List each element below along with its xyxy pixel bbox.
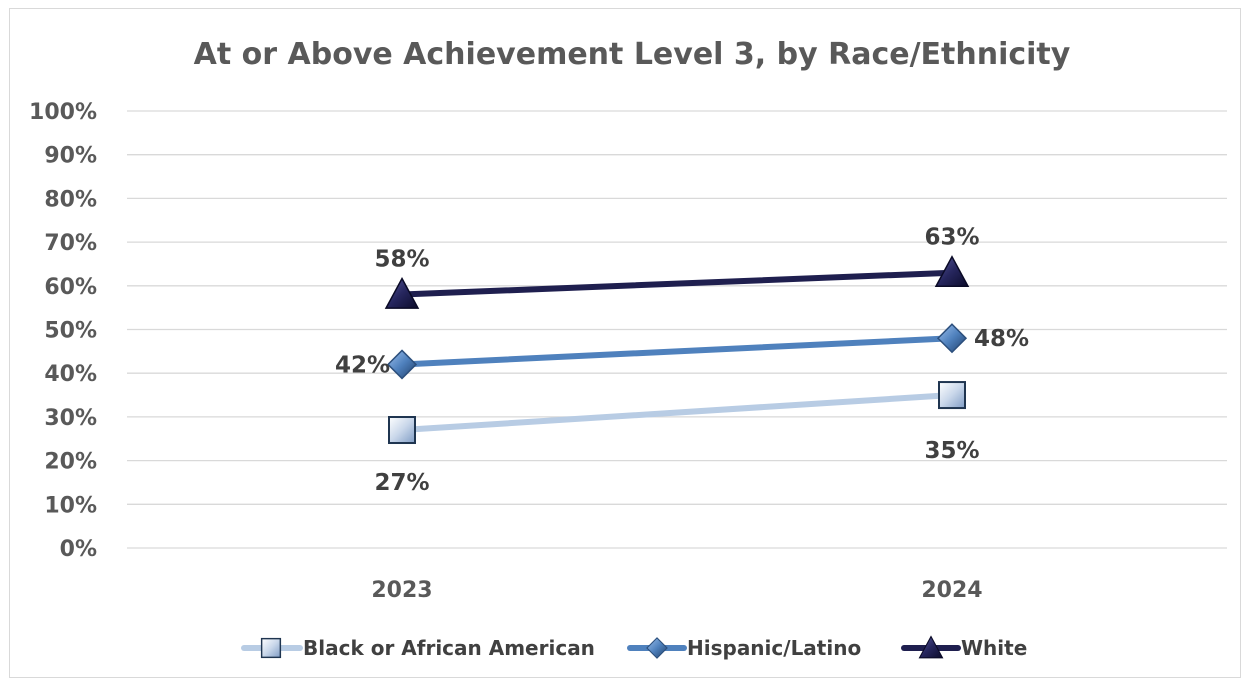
data-label-white: 58%: [374, 247, 429, 273]
y-tick-label: 20%: [44, 450, 97, 475]
y-tick-label: 60%: [44, 275, 97, 300]
series-line-hispanic-latino: [399, 335, 955, 368]
x-axis-ticks: 2023 2024: [371, 578, 982, 603]
data-label-white: 63%: [924, 225, 979, 251]
legend-item-white: White: [901, 635, 1027, 660]
y-tick-label: 80%: [44, 187, 97, 212]
y-tick-label: 10%: [44, 493, 97, 518]
chart-frame: [9, 8, 1241, 678]
y-tick-label: 0%: [60, 537, 97, 562]
legend-item-black-or-african-american: Black or African American: [241, 636, 595, 660]
legend: Black or African American Hispanic/Latino…: [241, 635, 1027, 660]
data-point-hispanic-latino: [936, 323, 968, 354]
y-axis-ticks: 0% 10% 20% 30% 40% 50% 60% 70% 80% 90% 100%: [29, 100, 97, 562]
y-tick-label: 90%: [44, 144, 97, 169]
x-tick-label: 2024: [921, 578, 982, 603]
data-point-white: [384, 276, 420, 309]
data-point-black-or-african-american: [938, 381, 966, 410]
y-tick-label: 40%: [44, 362, 97, 387]
series-markers: [384, 255, 970, 445]
series-line-black-or-african-american: [399, 392, 955, 434]
y-tick-label: 100%: [29, 100, 97, 125]
legend-marker-black-or-african-american: [260, 637, 282, 659]
chart-title: At or Above Achievement Level 3, by Race…: [194, 37, 1071, 72]
data-labels: 27% 35% 42% 48% 58% 63%: [335, 225, 1029, 496]
x-tick-label: 2023: [371, 578, 432, 603]
data-label-black-or-african-american: 27%: [374, 470, 429, 496]
data-point-white: [934, 255, 970, 288]
y-tick-label: 50%: [44, 319, 97, 344]
data-label-hispanic-latino: 42%: [335, 352, 390, 378]
data-point-black-or-african-american: [388, 416, 416, 445]
y-tick-label: 30%: [44, 406, 97, 431]
legend-item-hispanic-latino: Hispanic/Latino: [627, 636, 861, 660]
legend-marker-hispanic-latino: [646, 637, 668, 659]
gridlines: [127, 110, 1227, 549]
data-label-hispanic-latino: 48%: [974, 326, 1029, 352]
legend-label-black-or-african-american: Black or African American: [303, 636, 595, 660]
y-tick-label: 70%: [44, 231, 97, 256]
data-point-hispanic-latino: [386, 349, 418, 380]
legend-marker-white: [918, 635, 944, 659]
legend-label-hispanic-latino: Hispanic/Latino: [687, 636, 861, 660]
data-label-black-or-african-american: 35%: [924, 438, 979, 464]
legend-label-white: White: [961, 636, 1027, 660]
series-lines: [399, 269, 955, 434]
series-line-white: [399, 269, 955, 298]
